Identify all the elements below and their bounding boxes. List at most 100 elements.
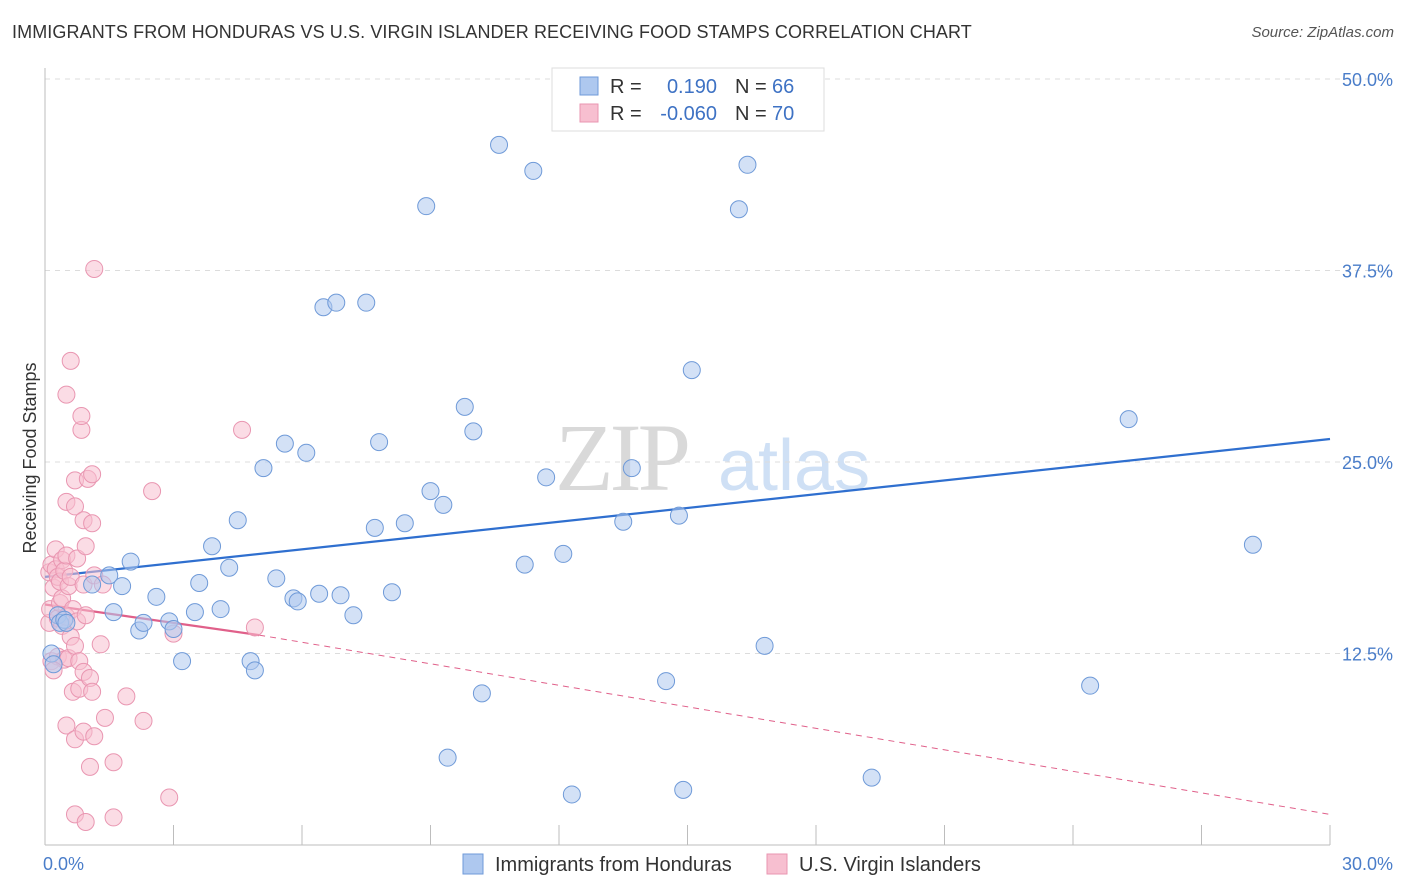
point-honduras (327, 293, 346, 312)
point-honduras (365, 518, 384, 537)
trend-lines (44, 437, 1331, 815)
point-honduras (83, 575, 102, 594)
legend-r-label-2: R = (610, 103, 642, 125)
point-virgin-islanders (83, 682, 102, 701)
y-tick-label: 37.5% (1342, 262, 1393, 282)
x-tick-label: 30.0% (1342, 854, 1393, 874)
point-honduras (438, 748, 457, 767)
tick-labels: 12.5% 25.0% 37.5% 50.0% 0.0% 30.0% (43, 70, 1393, 874)
point-honduras (464, 422, 483, 441)
legend-swatch-pink (579, 103, 599, 123)
legend-n-value-2: 70 (772, 103, 794, 125)
point-honduras (1119, 410, 1138, 429)
point-honduras (682, 361, 701, 380)
point-virgin-islanders (65, 636, 84, 655)
top-legend: R = 0.190 N = 66 R = -0.060 N = 70 (551, 67, 825, 132)
point-honduras (455, 397, 474, 416)
bottom-legend-label-1: Immigrants from Honduras (495, 854, 732, 876)
trend-line-virgin-islanders-extended (259, 634, 1331, 815)
point-honduras (537, 468, 556, 487)
point-virgin-islanders (85, 727, 104, 746)
point-virgin-islanders (233, 420, 252, 439)
point-honduras (614, 512, 633, 531)
point-honduras (729, 200, 748, 219)
point-virgin-islanders (57, 716, 76, 735)
point-virgin-islanders (117, 687, 136, 706)
point-honduras (331, 586, 350, 605)
point-honduras (134, 613, 153, 632)
point-honduras (1243, 535, 1262, 554)
x-tick-label: 0.0% (43, 854, 84, 874)
point-virgin-islanders (143, 482, 162, 501)
point-honduras (173, 652, 192, 671)
point-honduras (515, 555, 534, 574)
point-honduras (657, 672, 676, 691)
point-honduras (275, 434, 294, 453)
point-honduras (297, 443, 316, 462)
point-virgin-islanders (57, 385, 76, 404)
watermark: ZIP atlas (555, 404, 870, 511)
source-label: Source: ZipAtlas.com (1251, 24, 1394, 41)
point-honduras (357, 293, 376, 312)
point-honduras (554, 544, 573, 563)
point-virgin-islanders (95, 708, 114, 727)
point-honduras (622, 459, 641, 478)
point-honduras (310, 584, 329, 603)
point-honduras (862, 768, 881, 787)
legend-r-label-1: R = (610, 76, 642, 98)
points-blue (42, 135, 1262, 804)
point-honduras (185, 603, 204, 622)
y-tick-label: 50.0% (1342, 70, 1393, 90)
point-honduras (121, 552, 140, 571)
point-honduras (57, 613, 76, 632)
point-virgin-islanders (61, 351, 80, 370)
point-honduras (190, 574, 209, 593)
point-virgin-islanders (80, 757, 99, 776)
watermark-atlas: atlas (718, 426, 870, 506)
gridlines (45, 78, 1392, 654)
point-honduras (395, 514, 414, 533)
point-honduras (203, 537, 222, 556)
point-virgin-islanders (160, 788, 179, 807)
point-honduras (524, 161, 543, 180)
point-honduras (490, 135, 509, 154)
point-honduras (211, 600, 230, 619)
point-honduras (669, 506, 688, 525)
point-honduras (267, 569, 286, 588)
point-honduras (288, 592, 307, 611)
y-tick-label: 25.0% (1342, 453, 1393, 473)
legend-n-label-2: N = (735, 103, 767, 125)
point-virgin-islanders (68, 549, 87, 568)
point-honduras (674, 780, 693, 799)
point-virgin-islanders (83, 514, 102, 533)
point-honduras (220, 558, 239, 577)
point-honduras (370, 433, 389, 452)
point-virgin-islanders (76, 537, 95, 556)
point-honduras (417, 197, 436, 216)
point-honduras (44, 655, 63, 674)
point-honduras (562, 785, 581, 804)
point-virgin-islanders (134, 711, 153, 730)
axes (44, 68, 1331, 846)
point-virgin-islanders (104, 753, 123, 772)
point-honduras (245, 661, 264, 680)
bottom-legend-swatch-blue (462, 853, 484, 875)
point-honduras (164, 619, 183, 638)
point-honduras (472, 684, 491, 703)
point-honduras (100, 566, 119, 585)
legend-r-value-1: 0.190 (667, 76, 717, 98)
point-honduras (755, 636, 774, 655)
point-virgin-islanders (76, 813, 95, 832)
watermark-zip: ZIP (555, 404, 688, 511)
point-virgin-islanders (104, 808, 123, 827)
point-honduras (434, 495, 453, 514)
point-honduras (147, 587, 166, 606)
point-honduras (1081, 676, 1100, 695)
legend-n-value-1: 66 (772, 76, 794, 98)
bottom-legend: Immigrants from Honduras U.S. Virgin Isl… (462, 853, 981, 876)
bottom-legend-label-2: U.S. Virgin Islanders (799, 854, 981, 876)
point-virgin-islanders (83, 465, 102, 484)
legend-swatch-blue (579, 76, 599, 96)
trend-line-honduras (44, 437, 1331, 578)
